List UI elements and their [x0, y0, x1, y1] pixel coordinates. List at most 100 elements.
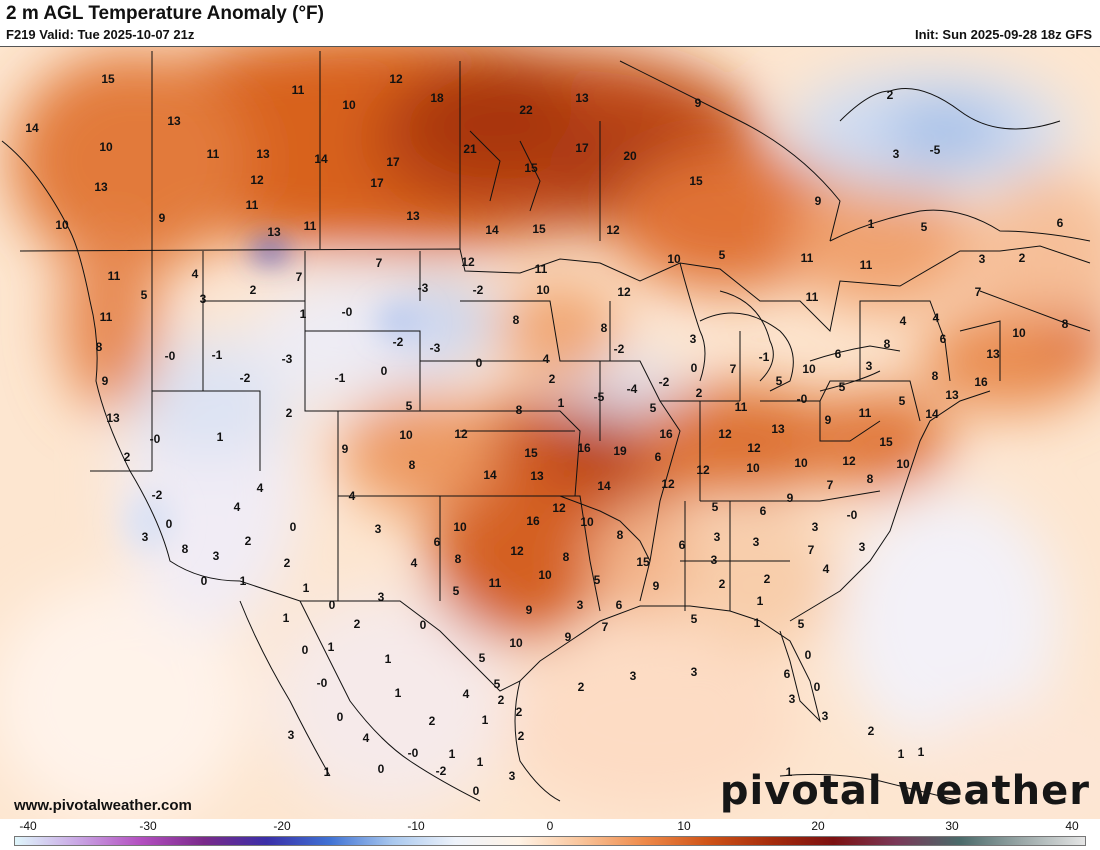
anomaly-value-label: 6: [1057, 216, 1064, 230]
anomaly-value-label: 4: [933, 311, 940, 325]
anomaly-value-label: 12: [461, 255, 475, 269]
anomaly-value-label: 13: [167, 114, 181, 128]
anomaly-value-label: 3: [789, 692, 796, 706]
anomaly-value-label: 5: [921, 220, 928, 234]
anomaly-value-label: -1: [759, 350, 770, 364]
anomaly-value-label: 10: [896, 457, 910, 471]
anomaly-value-label: 11: [489, 576, 502, 590]
anomaly-value-label: 3: [577, 598, 584, 612]
anomaly-value-label: 9: [825, 413, 832, 427]
anomaly-value-label: 5: [691, 612, 698, 626]
anomaly-value-label: 12: [454, 427, 468, 441]
anomaly-value-label: -2: [240, 371, 251, 385]
anomaly-value-label: 12: [718, 427, 732, 441]
anomaly-value-label: 13: [94, 180, 108, 194]
anomaly-value-label: 7: [376, 256, 383, 270]
anomaly-value-label: 13: [256, 147, 270, 161]
anomaly-value-label: 8: [884, 337, 891, 351]
anomaly-value-label: 10: [538, 568, 552, 582]
anomaly-value-label: 3: [979, 252, 986, 266]
anomaly-value-label: 2: [719, 577, 726, 591]
anomaly-value-label: 11: [735, 400, 748, 414]
anomaly-map[interactable]: 15 14 10 13 9 10 13 11 13 12 11 13 11 11 14 12 10 18 17 17 1…: [0, 46, 1100, 819]
anomaly-value-label: 18: [430, 91, 444, 105]
anomaly-value-label: 10: [453, 520, 467, 534]
anomaly-value-label: 10: [99, 140, 113, 154]
colorbar-tick-label: 40: [1065, 819, 1079, 833]
anomaly-value-label: 12: [661, 477, 675, 491]
anomaly-value-label: 13: [986, 347, 1000, 361]
anomaly-value-label: 10: [509, 636, 523, 650]
anomaly-value-label: -1: [335, 371, 346, 385]
anomaly-value-label: 1: [303, 581, 310, 595]
anomaly-value-label: -0: [847, 508, 858, 522]
anomaly-value-label: 1: [217, 430, 224, 444]
anomaly-value-label: 2: [696, 386, 703, 400]
anomaly-value-label: 20: [623, 149, 637, 163]
anomaly-value-label: 0: [290, 520, 297, 534]
anomaly-value-label: 3: [859, 540, 866, 554]
anomaly-value-label: 2: [1019, 251, 1026, 265]
anomaly-value-label: 9: [815, 194, 822, 208]
anomaly-value-label: 17: [575, 141, 589, 155]
init-time: Init: Sun 2025-09-28 18z GFS: [914, 27, 1092, 42]
anomaly-value-label: 8: [932, 369, 939, 383]
anomaly-value-label: 4: [823, 562, 830, 576]
anomaly-value-label: 2: [354, 617, 361, 631]
anomaly-value-label: 2: [516, 705, 523, 719]
anomaly-value-label: 5: [798, 617, 805, 631]
anomaly-value-label: 14: [485, 223, 499, 237]
anomaly-value-label: 7: [975, 285, 982, 299]
anomaly-value-label: 11: [806, 290, 819, 304]
anomaly-value-label: 8: [601, 321, 608, 335]
anomaly-value-label: 5: [494, 677, 501, 691]
anomaly-value-label: 5: [650, 401, 657, 415]
anomaly-value-label: -2: [152, 488, 163, 502]
anomaly-value-label: 8: [867, 472, 874, 486]
anomaly-value-label: 3: [690, 332, 697, 346]
anomaly-value-label: -2: [393, 335, 404, 349]
anomaly-value-label: 11: [100, 310, 113, 324]
anomaly-value-label: -2: [436, 764, 447, 778]
anomaly-value-label: 9: [342, 442, 349, 456]
anomaly-value-label: 1: [449, 747, 456, 761]
anomaly-value-label: 0: [814, 680, 821, 694]
anomaly-value-label: 3: [893, 147, 900, 161]
anomaly-value-label: 8: [182, 542, 189, 556]
anomaly-value-label: 15: [532, 222, 546, 236]
anomaly-value-label: 12: [606, 223, 620, 237]
anomaly-value-label: 1: [324, 765, 331, 779]
pivotal-weather-logo: pivotal weather: [719, 768, 1090, 814]
anomaly-value-label: 6: [940, 332, 947, 346]
colorbar-tick-label: -20: [273, 819, 291, 833]
anomaly-value-label: 16: [526, 514, 540, 528]
anomaly-value-label: -2: [659, 375, 670, 389]
anomaly-value-label: -0: [150, 432, 161, 446]
anomaly-value-label: 13: [267, 225, 281, 239]
anomaly-value-label: 7: [827, 478, 834, 492]
anomaly-value-label: 2: [498, 693, 505, 707]
anomaly-value-label: 9: [695, 96, 702, 110]
anomaly-value-label: 10: [536, 283, 550, 297]
anomaly-value-label: 4: [257, 481, 264, 495]
anomaly-value-label: 8: [513, 313, 520, 327]
anomaly-value-label: 4: [463, 687, 470, 701]
anomaly-value-label: 7: [602, 620, 609, 634]
anomaly-value-label: 1: [482, 713, 489, 727]
anomaly-value-label: 3: [142, 530, 149, 544]
anomaly-value-label: 1: [757, 594, 764, 608]
anomaly-value-label: 3: [822, 709, 829, 723]
anomaly-value-label: 11: [304, 219, 317, 233]
anomaly-value-label: 13: [530, 469, 544, 483]
anomaly-value-label: 15: [879, 435, 893, 449]
anomaly-value-label: 14: [597, 479, 611, 493]
anomaly-value-label: 10: [399, 428, 413, 442]
anomaly-value-label: 11: [246, 198, 259, 212]
anomaly-value-label: 0: [805, 648, 812, 662]
anomaly-value-label: 1: [283, 611, 290, 625]
anomaly-value-label: 1: [300, 307, 307, 321]
anomaly-value-label: 2: [764, 572, 771, 586]
anomaly-value-label: 11: [108, 269, 121, 283]
anomaly-value-label: 12: [747, 441, 761, 455]
website-url[interactable]: www.pivotalweather.com: [14, 797, 192, 814]
